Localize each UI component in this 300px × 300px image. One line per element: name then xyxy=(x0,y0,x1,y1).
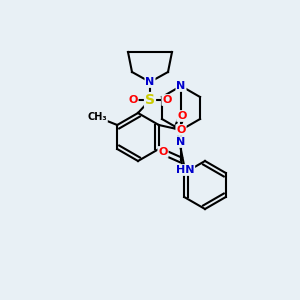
Text: O: O xyxy=(162,95,172,105)
Text: HN: HN xyxy=(176,165,194,175)
Text: N: N xyxy=(176,137,186,147)
Text: N: N xyxy=(146,77,154,87)
Text: N: N xyxy=(176,81,186,91)
Text: CH₃: CH₃ xyxy=(87,112,107,122)
Text: O: O xyxy=(158,147,168,157)
Text: O: O xyxy=(128,95,138,105)
Text: O: O xyxy=(176,125,186,135)
Text: O: O xyxy=(177,111,187,121)
Text: S: S xyxy=(145,93,155,107)
